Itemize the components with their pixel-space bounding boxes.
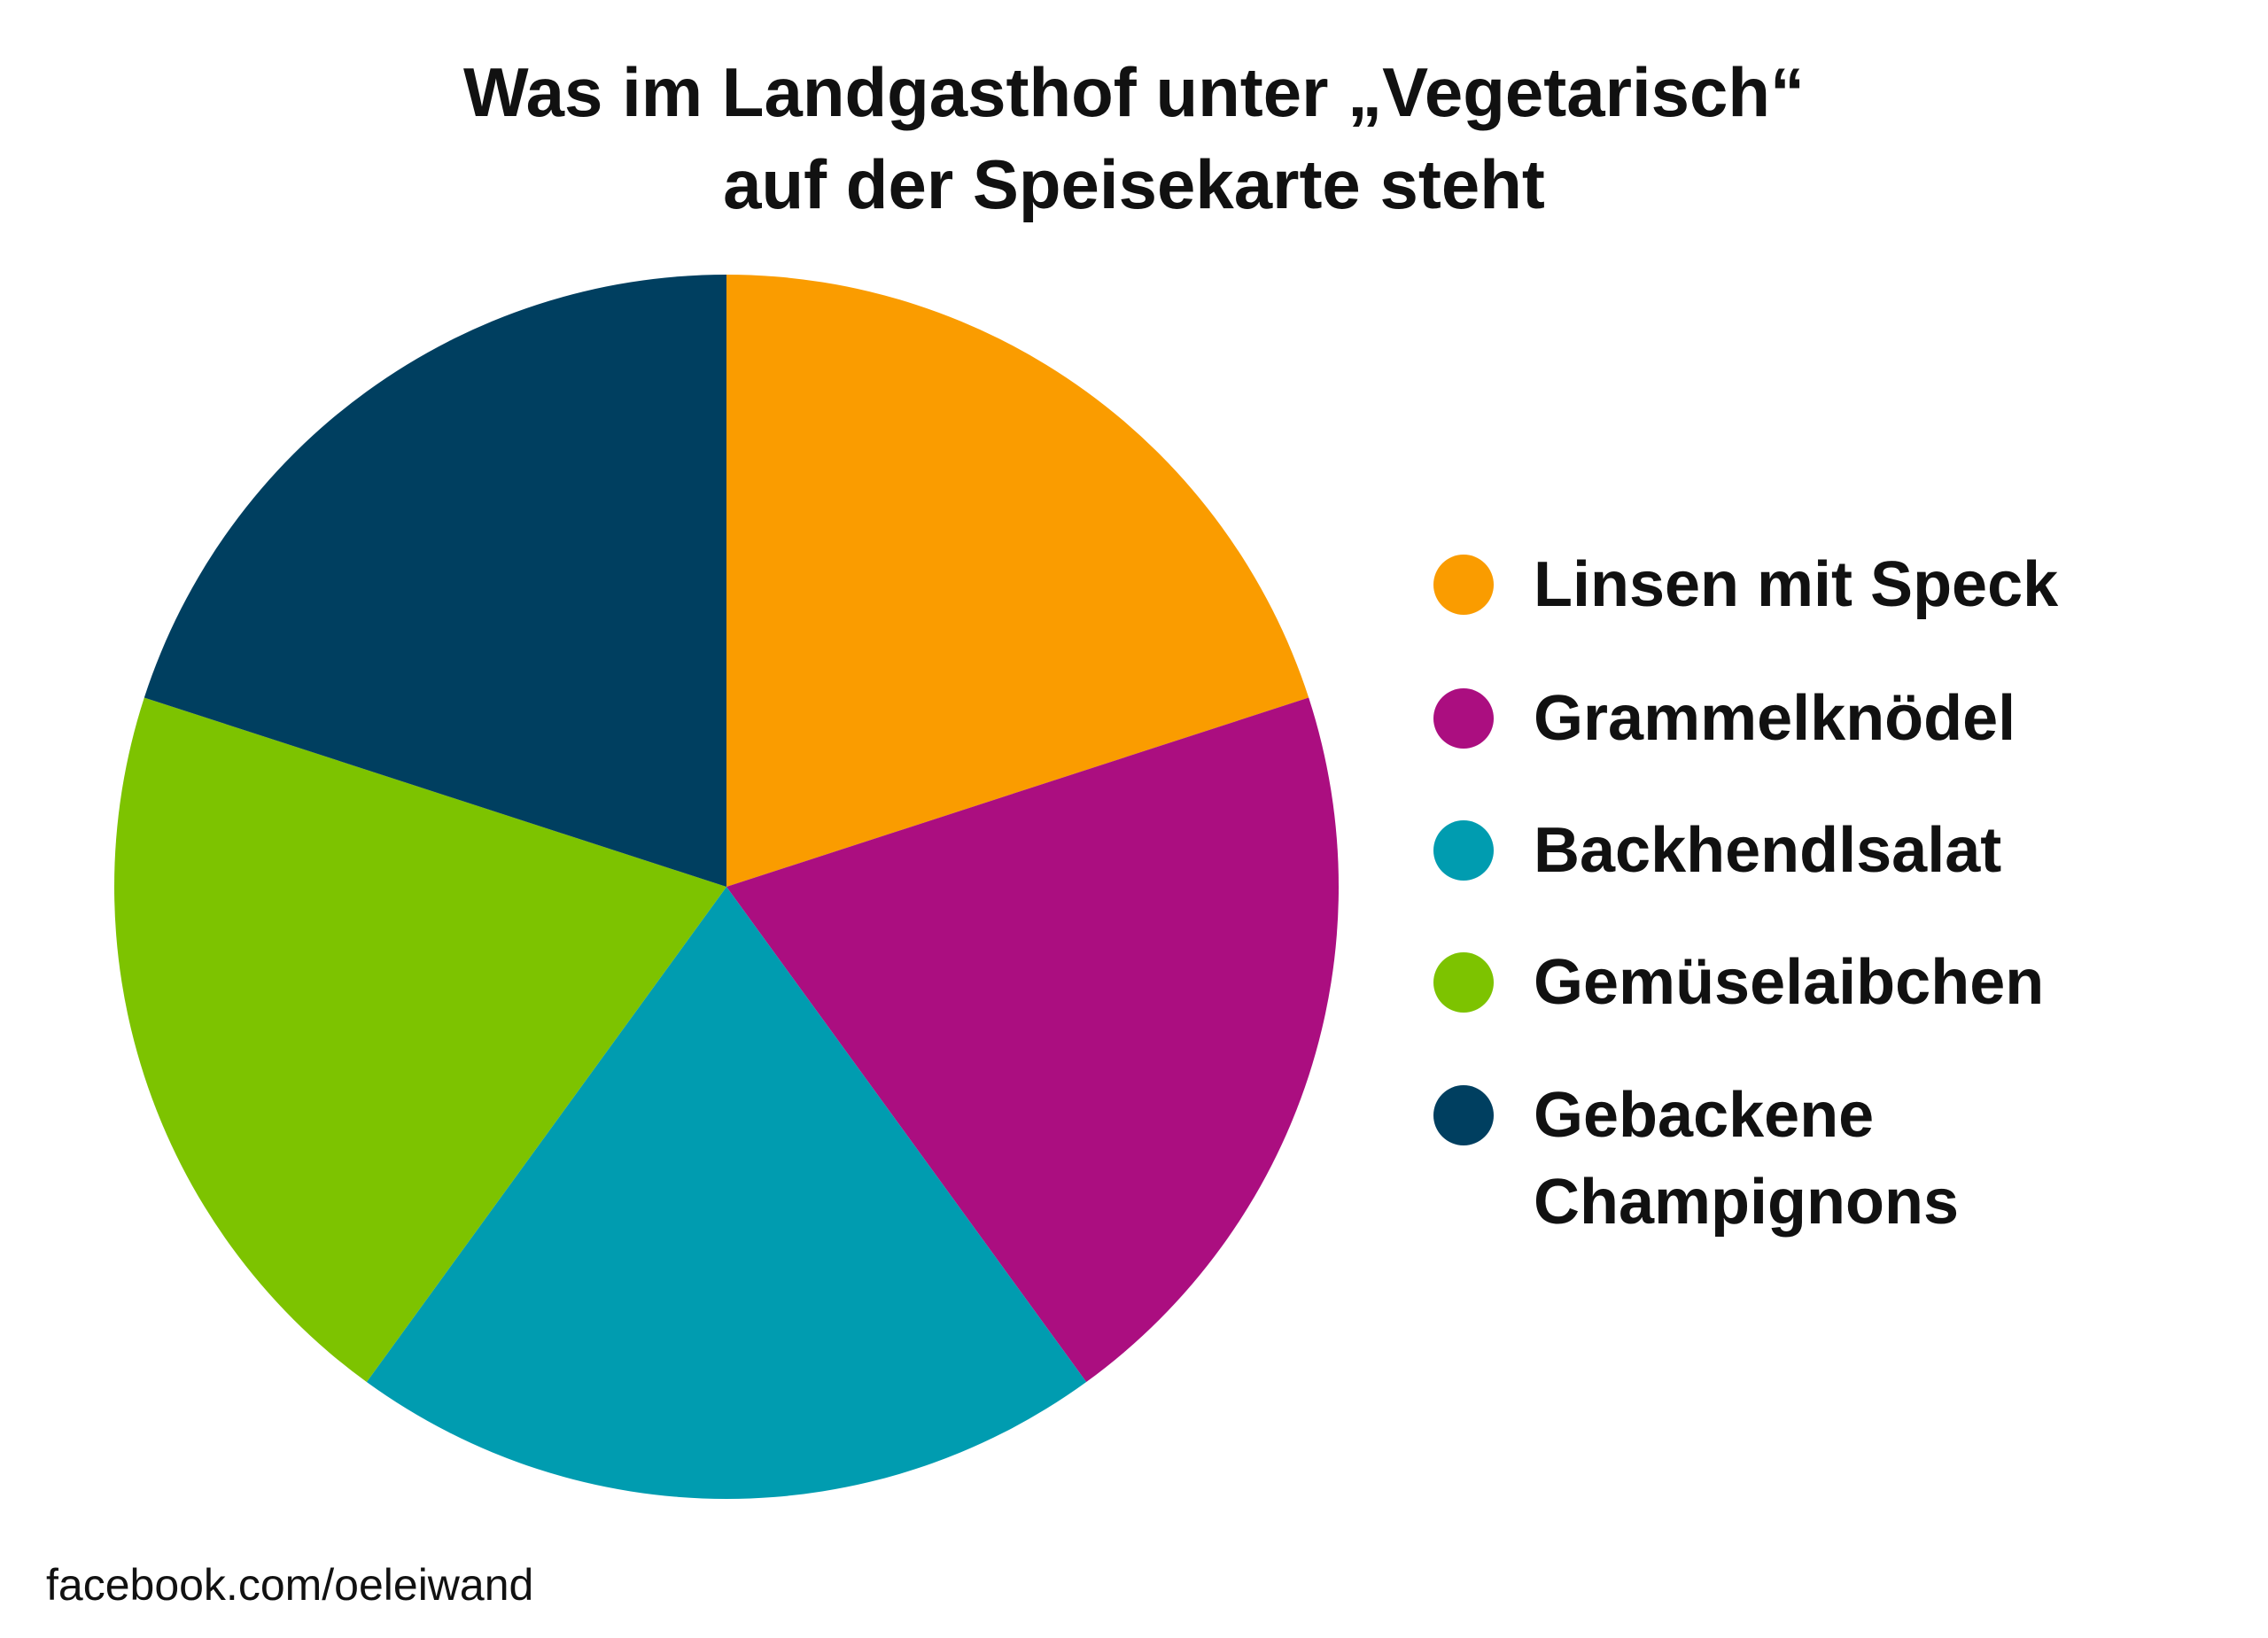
chart-title: Was im Landgasthof unter „Vegetarisch“ a… [462, 53, 1806, 223]
pie-slice [114, 697, 727, 1383]
legend-label: Gemüselaibchen [1534, 947, 2045, 1018]
legend-swatch [1433, 1085, 1494, 1145]
pie-slice [726, 275, 1309, 887]
legend-label: Gebackene Champignons [1534, 1080, 1959, 1238]
legend-swatch [1433, 952, 1494, 1013]
legend-swatch [1433, 555, 1494, 615]
legend-swatch [1433, 688, 1494, 749]
pie-slice [144, 275, 726, 887]
legend-label: Linsen mit Speck [1534, 549, 2059, 620]
source-note: facebook.com/oeleiwand [46, 1560, 534, 1610]
legend-swatch [1433, 820, 1494, 881]
legend-label: Backhendlsalat [1534, 815, 2002, 886]
legend-label: Grammelknödel [1534, 683, 2016, 754]
pie-slice [726, 697, 1339, 1383]
pie-slice [366, 887, 1087, 1499]
